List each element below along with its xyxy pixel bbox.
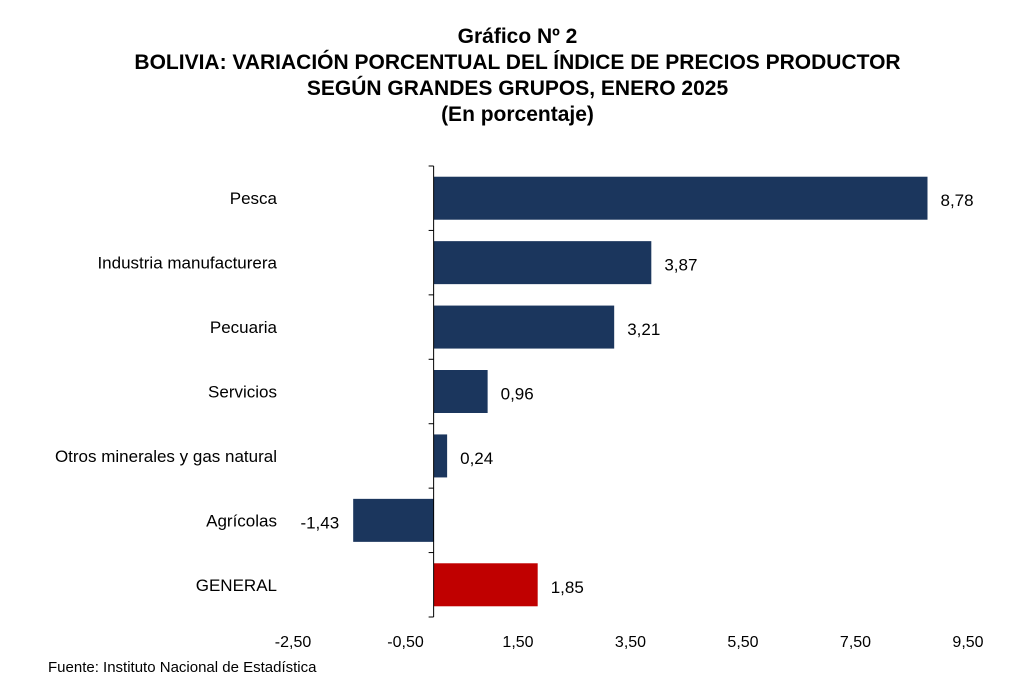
data-label: 0,96 — [501, 385, 534, 404]
x-tick-label: 9,50 — [952, 634, 983, 651]
category-label: Industria manufacturera — [97, 254, 277, 273]
bar — [433, 370, 488, 413]
data-label: 3,87 — [664, 256, 697, 275]
bar — [433, 563, 538, 607]
category-label: Pecuaria — [210, 318, 278, 337]
data-label: 3,21 — [627, 320, 660, 339]
data-label: 0,24 — [460, 449, 493, 468]
chart-title-block: Gráfico Nº 2 BOLIVIA: VARIACIÓN PORCENTU… — [0, 24, 1018, 128]
x-tick-label: -0,50 — [387, 634, 424, 651]
data-label: 1,85 — [551, 578, 584, 597]
chart-units: (En porcentaje) — [441, 103, 594, 126]
chart-subtitle: SEGÚN GRANDES GRUPOS, ENERO 2025 — [306, 77, 729, 100]
category-label: Pesca — [230, 189, 278, 208]
chart-number: Gráfico Nº 2 — [457, 25, 578, 48]
bar — [433, 305, 615, 349]
category-label: GENERAL — [196, 576, 277, 595]
x-tick-label: 3,50 — [615, 634, 646, 651]
bar — [433, 241, 652, 285]
bar — [433, 176, 928, 220]
data-label: 8,78 — [941, 191, 974, 210]
x-tick-label: 5,50 — [727, 634, 758, 651]
bar — [433, 434, 448, 478]
data-label: -1,43 — [300, 513, 339, 532]
category-label: Agrícolas — [206, 511, 277, 530]
x-tick-label: 1,50 — [502, 634, 533, 651]
x-tick-label: -2,50 — [275, 634, 312, 651]
source-note: Fuente: Instituto Nacional de Estadístic… — [48, 659, 317, 676]
category-label: Otros minerales y gas natural — [55, 447, 277, 466]
chart-title: BOLIVIA: VARIACIÓN PORCENTUAL DEL ÍNDICE… — [134, 51, 901, 74]
bar — [353, 498, 434, 542]
x-tick-label: 7,50 — [840, 634, 871, 651]
category-label: Servicios — [208, 383, 277, 402]
